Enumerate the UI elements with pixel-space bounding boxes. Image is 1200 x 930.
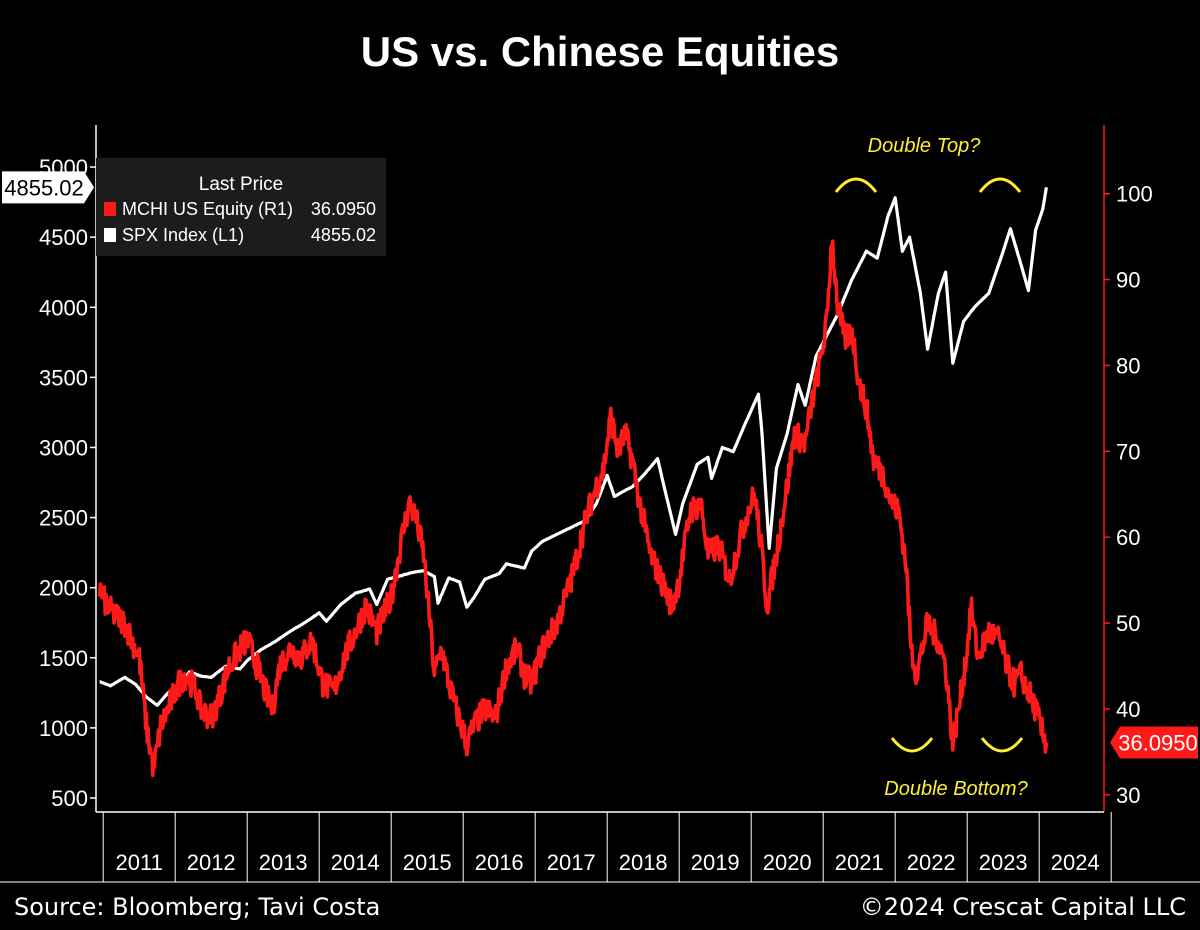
double-bottom-arc-2	[980, 737, 1024, 753]
copyright: ©2024 Crescat Capital LLC	[859, 893, 1186, 921]
right-tick-label: 80	[1116, 353, 1140, 378]
left-last-value-box	[2, 171, 94, 204]
left-tick-label: 3500	[39, 365, 88, 390]
double-top-arc-2	[978, 177, 1022, 193]
double-bottom-arc-1	[890, 737, 934, 753]
right-tick-label: 40	[1116, 697, 1140, 722]
x-tick-label: 2015	[403, 850, 452, 875]
annotations: Double Top? Double Bottom?	[834, 135, 1029, 800]
x-tick-label: 2020	[763, 850, 812, 875]
axes: 5001000150020002500300035004000450050003…	[0, 125, 1200, 883]
chart-title: US vs. Chinese Equities	[360, 28, 840, 75]
legend: Last Price MCHI US Equity (R1) 36.0950 SPX …	[96, 158, 386, 256]
spx-series-line	[98, 187, 1048, 707]
x-tick-label: 2011	[116, 850, 163, 875]
left-tick-label: 500	[51, 786, 88, 811]
x-tick-label: 2023	[979, 850, 1028, 875]
legend-entry-label: SPX Index (L1)	[122, 225, 244, 245]
legend-swatch	[104, 228, 116, 242]
double-top-annotation: Double Top?	[868, 135, 982, 157]
mchi-series-line	[97, 239, 1049, 778]
right-tick-label: 90	[1116, 268, 1140, 293]
x-tick-label: 2017	[547, 850, 596, 875]
x-tick-label: 2019	[691, 850, 740, 875]
x-tick-label: 2012	[187, 850, 236, 875]
x-tick-label: 2014	[331, 850, 380, 875]
legend-box	[96, 158, 386, 256]
legend-header: Last Price	[199, 174, 283, 195]
x-tick-label: 2024	[1051, 850, 1100, 875]
right-tick-label: 60	[1116, 525, 1140, 550]
x-tick-label: 2021	[835, 850, 884, 875]
double-top-arc-1	[834, 177, 878, 193]
x-tick-label: 2022	[907, 850, 956, 875]
right-last-value: 36.0950	[1118, 730, 1198, 755]
left-tick-label: 4000	[39, 295, 88, 320]
legend-entry-label: MCHI US Equity (R1)	[122, 199, 293, 219]
right-tick-label: 30	[1116, 783, 1140, 808]
left-tick-label: 2500	[39, 506, 88, 531]
left-tick-label: 1000	[39, 716, 88, 741]
x-tick-label: 2018	[619, 850, 668, 875]
left-tick-label: 2000	[39, 576, 88, 601]
legend-swatch	[104, 202, 116, 216]
left-tick-label: 1500	[39, 646, 88, 671]
legend-entry-value: 4855.02	[311, 225, 376, 245]
right-tick-label: 70	[1116, 439, 1140, 464]
source-note: Source: Bloomberg; Tavi Costa	[14, 893, 381, 921]
left-last-value: 4855.02	[4, 175, 84, 200]
right-tick-label: 50	[1116, 611, 1140, 636]
legend-entry-value: 36.0950	[311, 199, 376, 219]
last-value-labels: 4855.02 36.0950	[2, 171, 1198, 759]
double-bottom-annotation: Double Bottom?	[884, 778, 1028, 800]
right-tick-label: 100	[1116, 182, 1153, 207]
x-tick-label: 2016	[475, 850, 524, 875]
x-tick-label: 2013	[259, 850, 308, 875]
left-tick-label: 3000	[39, 435, 88, 460]
right-last-value-box	[1110, 726, 1198, 759]
left-tick-label: 4500	[39, 225, 88, 250]
series-layer	[97, 187, 1049, 778]
